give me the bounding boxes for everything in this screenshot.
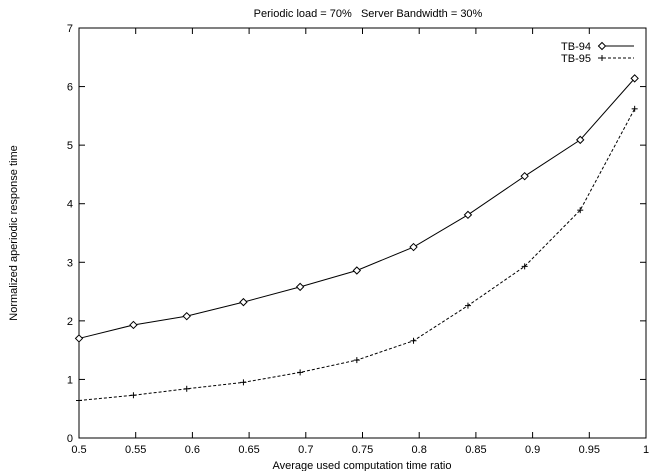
data-point-plus [631,105,638,112]
data-point-plus [183,385,190,392]
y-tick-label: 4 [67,199,73,211]
x-tick-label: 0.6 [185,444,200,456]
data-point-diamond [129,320,138,330]
series-tb-95 [76,105,638,404]
data-point-plus [130,392,137,399]
data-point-diamond [597,41,607,51]
y-tick-label: 6 [67,82,73,94]
data-point-plus [464,302,471,309]
y-tick-label: 7 [67,23,73,35]
legend-item-tb-94: TB-94 [561,41,634,53]
data-point-diamond [295,282,305,292]
data-point-diamond [463,210,473,220]
data-point-plus [599,55,605,61]
data-point-plus [353,357,360,364]
series-tb-94 [74,74,639,343]
data-point-plus [240,379,247,386]
y-tick-label: 3 [67,257,73,269]
data-point-plus [297,369,304,376]
data-point-diamond [182,311,191,321]
data-point-plus [76,397,82,404]
x-tick-label: 0.55 [125,444,146,456]
legend-label: TB-95 [561,53,591,65]
data-point-plus [577,207,584,214]
x-tick-label: 1 [643,444,649,456]
chart-title: Periodic load = 70% Server Bandwidth = 3… [254,8,483,20]
y-tick-label: 0 [67,433,73,445]
data-point-plus [521,263,528,270]
x-tick-label: 0.95 [579,444,600,456]
series-layer [74,74,639,404]
data-point-diamond [630,74,639,83]
y-tick-label: 1 [67,374,73,386]
x-tick-label: 0.9 [525,444,540,456]
series-line [78,108,636,402]
legend-item-tb-95: TB-95 [561,53,634,65]
legend-label: TB-94 [561,41,591,53]
data-point-diamond [576,135,585,145]
y-tick-label: 2 [67,316,73,328]
plot-frame [78,27,647,439]
x-tick-label: 0.7 [298,444,313,456]
series-line [78,78,636,339]
data-point-plus [410,337,417,344]
x-axis-title: Average used computation time ratio [273,460,452,471]
x-tick-label: 0.85 [465,444,486,456]
axes: 0.5 0.55 0.6 0.65 0.7 0.75 0.8 0.85 0.9 0.95 1 0 1 2 3… [67,23,649,456]
data-point-diamond [74,334,84,343]
x-tick-label: 0.65 [238,444,259,456]
y-axis-title: Normalized aperiodic response time [8,145,20,320]
data-point-diamond [409,242,418,252]
y-tick-label: 5 [67,140,73,152]
data-point-diamond [520,171,529,181]
x-tick-label: 0.5 [71,444,86,456]
x-tick-label: 0.8 [412,444,427,456]
data-point-diamond [239,297,248,307]
data-point-diamond [352,266,362,275]
x-tick-label: 0.75 [352,444,373,456]
